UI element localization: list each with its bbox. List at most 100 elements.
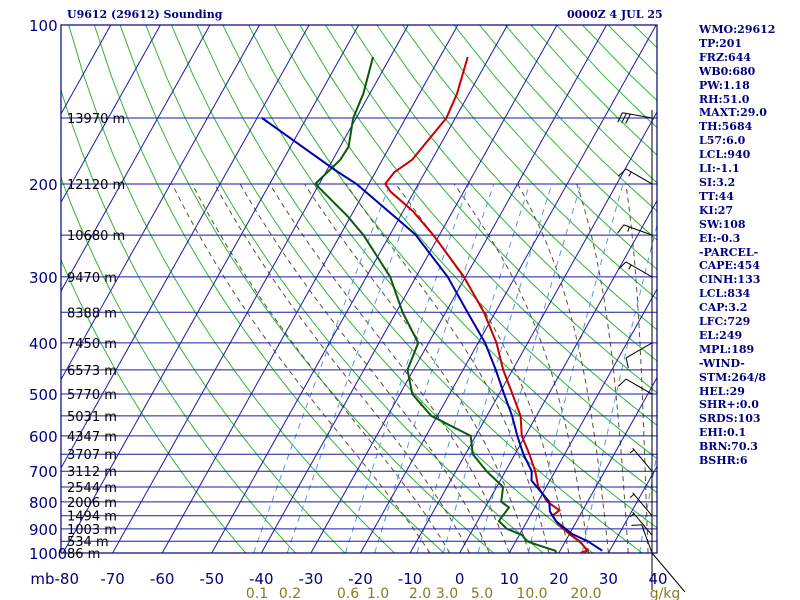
- index-10: LI:-1.1: [699, 162, 740, 176]
- pressure-tick-200: 200: [29, 176, 58, 194]
- pressure-tick-500: 500: [29, 386, 58, 404]
- temp-tick-7: -10: [398, 570, 423, 588]
- isotherm--40: [260, 25, 558, 553]
- temp-tick-4: -40: [249, 570, 274, 588]
- index-9: LCL:940: [699, 148, 751, 162]
- mixing-label-6: 5.0: [471, 586, 493, 600]
- plot-frame: [60, 24, 658, 554]
- temp-tick-6: -20: [348, 570, 373, 588]
- isotherm--100: [61, 25, 260, 381]
- temp-tick-2: -60: [150, 570, 175, 588]
- height-label-0: 13970 m: [67, 112, 125, 127]
- chart-time: 0000Z 4 JUL 25: [567, 8, 663, 21]
- wind-barbs: [617, 109, 686, 593]
- height-label-5: 7450 m: [67, 337, 117, 352]
- isotherm--20: [360, 25, 657, 553]
- index-19: LCL:834: [699, 287, 751, 301]
- dry-adiabat-270: [93, 25, 445, 553]
- mixing-label-4: 2.0: [409, 586, 431, 600]
- index-5: RH:51.0: [699, 92, 750, 106]
- index-27: SHR+:0.0: [699, 398, 759, 412]
- frame-box: [60, 24, 658, 554]
- height-label-8: 5031 m: [67, 410, 117, 425]
- isotherm-0: [459, 199, 657, 553]
- index-21: LFC:729: [699, 315, 751, 329]
- pressure-lines: [61, 25, 657, 553]
- dry-adiabat-360: [325, 25, 657, 394]
- dry-adiabat-330: [248, 25, 657, 494]
- dewpoint-line: [313, 56, 558, 553]
- dry-adiabat-240: [61, 175, 296, 553]
- mixing-ratio-10: [527, 183, 624, 553]
- moist-adiabat-2: [214, 183, 471, 553]
- index-0: WMO:29612: [699, 23, 776, 36]
- wind-barb-2: [617, 224, 653, 236]
- pressure-tick-300: 300: [29, 269, 58, 287]
- isotherm--30: [310, 25, 608, 553]
- index-4: PW:1.18: [699, 78, 750, 92]
- height-label-15: 1003 m: [67, 523, 117, 538]
- mixing-ratio-40: [639, 451, 657, 553]
- index-11: SI:3.2: [699, 175, 736, 189]
- temp-tick-3: -50: [200, 570, 225, 588]
- height-label-6: 6573 m: [67, 364, 117, 379]
- index-18: CINH:133: [699, 273, 761, 287]
- mixing-ratio-5: [477, 183, 582, 553]
- wind-barb-6: [629, 447, 653, 472]
- temp-tick-8: 0: [455, 570, 465, 588]
- index-15: EI:-0.3: [699, 231, 741, 245]
- dry-adiabat-290: [145, 25, 544, 553]
- temp-tick-11: 30: [599, 570, 618, 588]
- height-label-4: 8388 m: [67, 306, 117, 321]
- mixing-label-1: 0.2: [279, 586, 301, 600]
- isotherm--110: [61, 25, 211, 292]
- dry-adiabat-400: [427, 25, 657, 270]
- dry-adiabat-230: [61, 258, 247, 553]
- dry-adiabat-300: [171, 25, 594, 553]
- wind-barb-4: [625, 342, 653, 369]
- isotherm--60: [161, 25, 459, 553]
- index-31: BSHR:6: [699, 454, 748, 468]
- mixing-label-3: 1.0: [367, 586, 389, 600]
- pressure-tick-1000: 1000: [29, 545, 67, 563]
- moist-adiabat-10: [269, 183, 510, 553]
- index-6: MAXT:29.0: [699, 106, 767, 120]
- index-13: KI:27: [699, 203, 734, 217]
- pressure-tick-700: 700: [29, 463, 58, 481]
- dry-adiabat-280: [119, 25, 495, 553]
- moist-adiabat-26: [453, 183, 590, 553]
- isotherm-10: [508, 288, 657, 553]
- mixing-ratio-2: [416, 183, 531, 553]
- isotherm--50: [211, 25, 508, 553]
- height-label-3: 9470 m: [67, 271, 117, 286]
- isotherm--70: [112, 25, 409, 553]
- wind-barb-3: [618, 261, 653, 278]
- isotherms: [61, 25, 657, 553]
- wind-shear-line: [651, 552, 686, 593]
- temp-tick-1: -70: [100, 570, 125, 588]
- height-label-9: 4347 m: [67, 430, 117, 445]
- dry-adiabat-310: [196, 25, 644, 553]
- height-label-7: 5770 m: [67, 388, 117, 403]
- isotherm-20: [558, 376, 657, 553]
- isotherm--120: [61, 25, 161, 204]
- index-26: HEL:29: [699, 384, 745, 398]
- index-14: SW:108: [699, 217, 746, 231]
- sounding-series: [261, 56, 603, 553]
- mixing-label-9: g/kg: [650, 586, 681, 600]
- height-label-13: 2006 m: [67, 496, 117, 511]
- index-8: L57:6.0: [699, 134, 746, 148]
- mixing-ratio-1: [374, 183, 495, 553]
- index-12: TT:44: [699, 189, 734, 203]
- index-1: TP:201: [699, 36, 743, 50]
- mixing-label-8: 20.0: [570, 586, 601, 600]
- index-17: CAPE:454: [699, 259, 760, 273]
- pressure-tick-800: 800: [29, 494, 58, 512]
- wind-barb-5: [618, 378, 653, 395]
- height-label-11: 3112 m: [67, 465, 117, 480]
- index-20: CAP:3.2: [699, 301, 748, 315]
- dry-adiabat-370: [350, 25, 657, 362]
- temp-tick-5: -30: [299, 570, 324, 588]
- index-16: -PARCEL-: [699, 245, 759, 259]
